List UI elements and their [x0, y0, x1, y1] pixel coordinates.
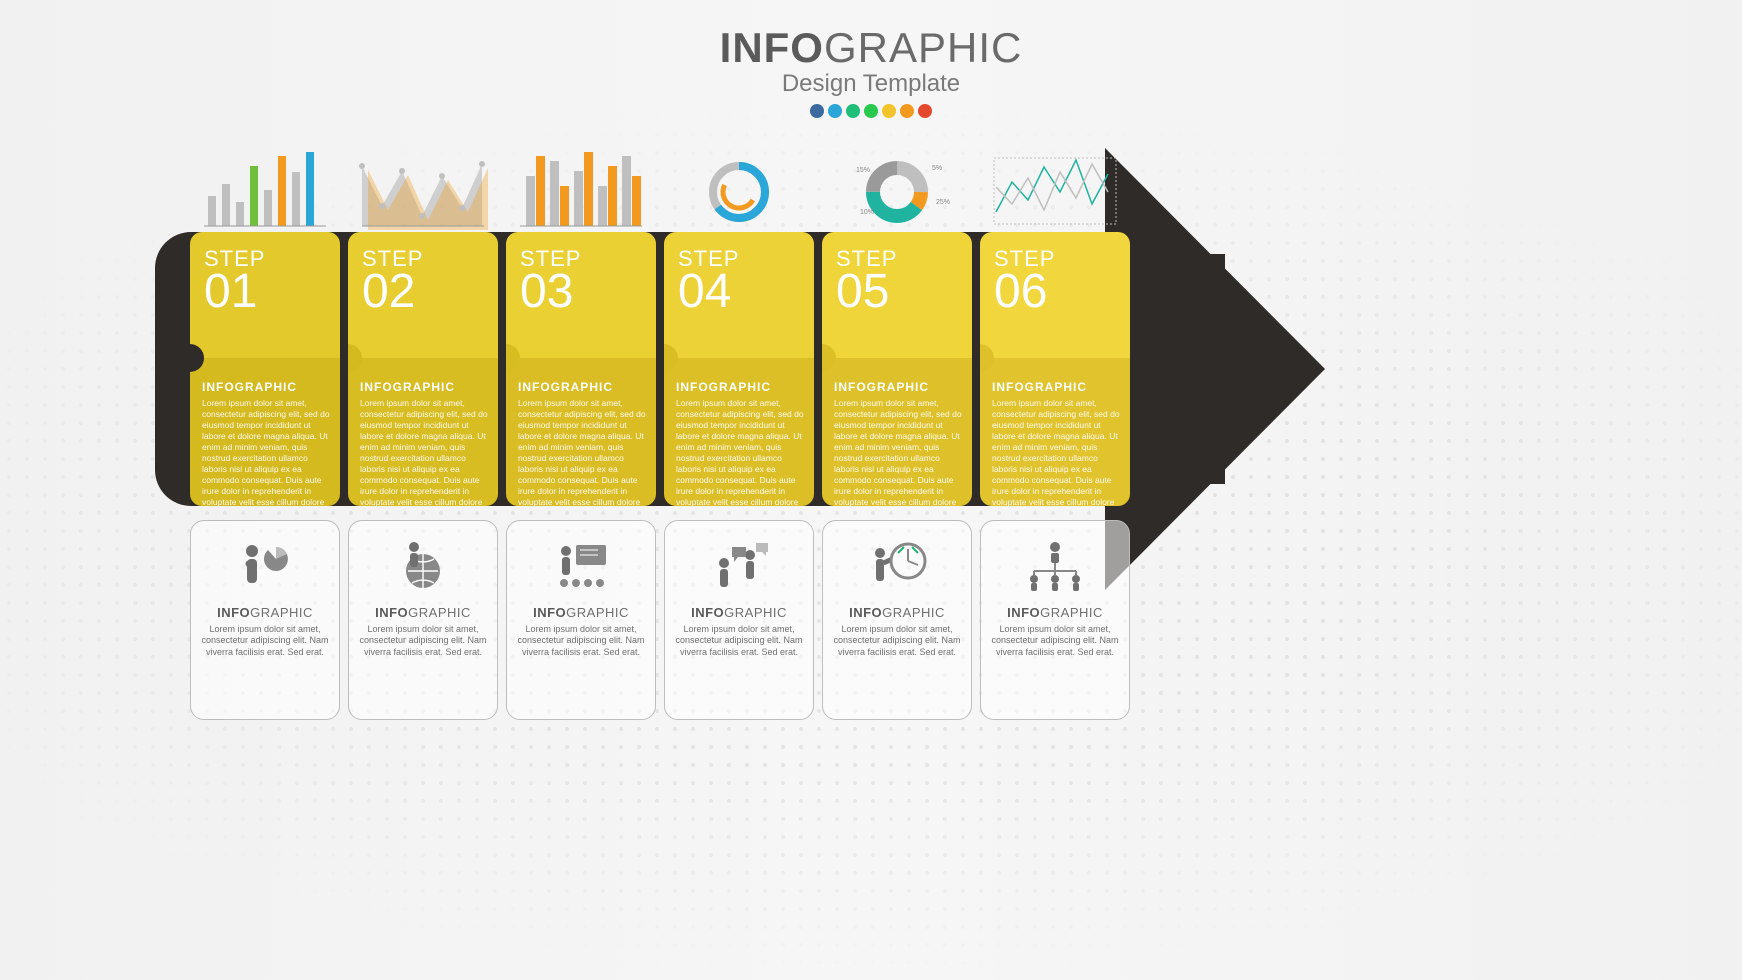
palette-dot: [918, 104, 932, 118]
step-card-06: STEP 06 INFOGRAPHIC Lorem ipsum dolor si…: [980, 232, 1130, 506]
bottom-card-text: Lorem ipsum dolor sit amet, consectetur …: [517, 624, 645, 658]
step-notch: [348, 344, 362, 372]
step-notch: [664, 344, 678, 372]
step-number: 02: [362, 268, 486, 316]
step-number: 05: [836, 268, 960, 316]
step-body: INFOGRAPHIC Lorem ipsum dolor sit amet, …: [202, 380, 330, 506]
step-card-05: STEP 05 INFOGRAPHIC Lorem ipsum dolor si…: [822, 232, 972, 506]
step-card-03: STEP 03 INFOGRAPHIC Lorem ipsum dolor si…: [506, 232, 656, 506]
bottom-card-heading: INFOGRAPHIC: [1007, 605, 1103, 620]
step-notch: [190, 344, 204, 372]
step-notch: [506, 344, 520, 372]
person-clock-icon: [862, 535, 932, 599]
bottom-card-heading: INFOGRAPHIC: [691, 605, 787, 620]
bottom-card-person-pie: INFOGRAPHIC Lorem ipsum dolor sit amet, …: [190, 520, 340, 720]
step-heading: INFOGRAPHIC: [518, 380, 646, 394]
step-body: INFOGRAPHIC Lorem ipsum dolor sit amet, …: [518, 380, 646, 506]
bottom-card-heading: INFOGRAPHIC: [849, 605, 945, 620]
step-text: Lorem ipsum dolor sit amet, consectetur …: [518, 398, 646, 506]
step-heading: INFOGRAPHIC: [834, 380, 962, 394]
bottom-card-text: Lorem ipsum dolor sit amet, consectetur …: [201, 624, 329, 658]
steps-row: STEP 01 INFOGRAPHIC Lorem ipsum dolor si…: [190, 232, 1130, 506]
palette-dot: [846, 104, 860, 118]
step-text: Lorem ipsum dolor sit amet, consectetur …: [676, 398, 804, 506]
arrow-head-icon: [1105, 148, 1325, 590]
bottom-card-text: Lorem ipsum dolor sit amet, consectetur …: [991, 624, 1119, 658]
palette-dot: [900, 104, 914, 118]
step-card-01: STEP 01 INFOGRAPHIC Lorem ipsum dolor si…: [190, 232, 340, 506]
bottom-card-person-clock: INFOGRAPHIC Lorem ipsum dolor sit amet, …: [822, 520, 972, 720]
step-body: INFOGRAPHIC Lorem ipsum dolor sit amet, …: [992, 380, 1120, 506]
person-presentation-icon: [546, 535, 616, 599]
bottom-card-people-chat: INFOGRAPHIC Lorem ipsum dolor sit amet, …: [664, 520, 814, 720]
bottom-card-text: Lorem ipsum dolor sit amet, consectetur …: [359, 624, 487, 658]
step-heading: INFOGRAPHIC: [676, 380, 804, 394]
step-card-02: STEP 02 INFOGRAPHIC Lorem ipsum dolor si…: [348, 232, 498, 506]
palette-dot: [882, 104, 896, 118]
palette-dot: [864, 104, 878, 118]
step-notch: [980, 344, 994, 372]
person-globe-icon: [388, 535, 458, 599]
step-notch: [822, 344, 836, 372]
subtitle: Design Template: [0, 70, 1742, 98]
step-text: Lorem ipsum dolor sit amet, consectetur …: [834, 398, 962, 506]
step-text: Lorem ipsum dolor sit amet, consectetur …: [202, 398, 330, 506]
step-number: 03: [520, 268, 644, 316]
bottom-card-text: Lorem ipsum dolor sit amet, consectetur …: [833, 624, 961, 658]
bottom-card-org-chart: INFOGRAPHIC Lorem ipsum dolor sit amet, …: [980, 520, 1130, 720]
bottom-cards-row: INFOGRAPHIC Lorem ipsum dolor sit amet, …: [190, 520, 1130, 720]
mini-chart-radial-progress: [664, 150, 814, 230]
org-chart-icon: [1020, 535, 1090, 599]
bottom-card-heading: INFOGRAPHIC: [375, 605, 471, 620]
mini-chart-grouped-bar: [506, 150, 656, 230]
mini-chart-area-triangles: [348, 150, 498, 230]
bottom-card-heading: INFOGRAPHIC: [217, 605, 313, 620]
step-number: 04: [678, 268, 802, 316]
step-text: Lorem ipsum dolor sit amet, consectetur …: [360, 398, 488, 506]
step-heading: INFOGRAPHIC: [992, 380, 1120, 394]
title-bold: INFO: [720, 24, 824, 71]
svg-text:10%: 10%: [860, 209, 874, 216]
palette-dot: [828, 104, 842, 118]
bottom-card-text: Lorem ipsum dolor sit amet, consectetur …: [675, 624, 803, 658]
people-chat-icon: [704, 535, 774, 599]
mini-chart-bar-people: [190, 150, 340, 230]
palette-dot: [810, 104, 824, 118]
title-light: GRAPHIC: [824, 24, 1022, 71]
bottom-card-person-globe: INFOGRAPHIC Lorem ipsum dolor sit amet, …: [348, 520, 498, 720]
header: INFOGRAPHIC Design Template: [0, 24, 1742, 123]
step-body: INFOGRAPHIC Lorem ipsum dolor sit amet, …: [834, 380, 962, 506]
step-heading: INFOGRAPHIC: [360, 380, 488, 394]
step-card-04: STEP 04 INFOGRAPHIC Lorem ipsum dolor si…: [664, 232, 814, 506]
step-number: 01: [204, 268, 328, 316]
step-heading: INFOGRAPHIC: [202, 380, 330, 394]
palette-dots: [0, 104, 1742, 123]
svg-text:5%: 5%: [932, 165, 942, 172]
svg-text:15%: 15%: [856, 167, 870, 174]
mini-charts-row: 5% 25% 10% 15%: [190, 150, 1130, 230]
mini-chart-line: [980, 150, 1130, 230]
step-body: INFOGRAPHIC Lorem ipsum dolor sit amet, …: [360, 380, 488, 506]
title: INFOGRAPHIC: [0, 24, 1742, 72]
bottom-card-person-presentation: INFOGRAPHIC Lorem ipsum dolor sit amet, …: [506, 520, 656, 720]
step-number: 06: [994, 268, 1118, 316]
person-pie-icon: [230, 535, 300, 599]
step-body: INFOGRAPHIC Lorem ipsum dolor sit amet, …: [676, 380, 804, 506]
step-text: Lorem ipsum dolor sit amet, consectetur …: [992, 398, 1120, 506]
bottom-card-heading: INFOGRAPHIC: [533, 605, 629, 620]
mini-chart-donut: 5% 25% 10% 15%: [822, 150, 972, 230]
svg-text:25%: 25%: [936, 199, 950, 206]
